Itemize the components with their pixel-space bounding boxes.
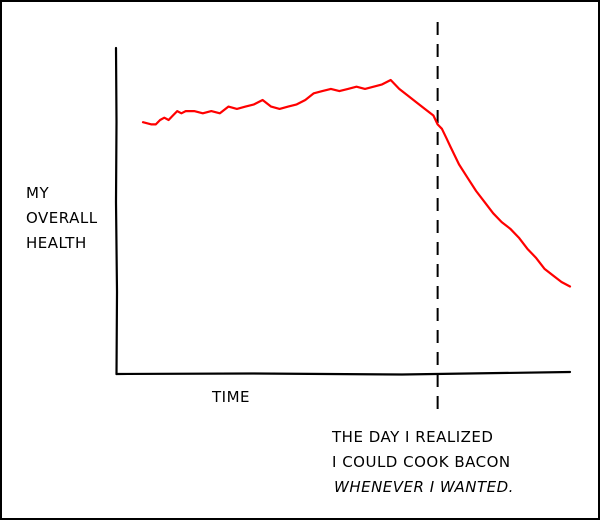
- y-label-line-3: HEALTH: [26, 234, 87, 252]
- annotation-line-3: WHENEVER I WANTED.: [334, 478, 514, 496]
- health-series-line: [141, 78, 572, 288]
- y-axis-label: MY OVERALL HEALTH: [26, 184, 103, 252]
- annotation-line-2: I COULD COOK BACON: [332, 453, 511, 471]
- y-label-line-1: MY: [26, 184, 49, 202]
- y-axis: [114, 46, 119, 376]
- annotation-line-1: THE DAY I REALIZED: [331, 428, 493, 446]
- y-label-line-2: OVERALL: [26, 209, 98, 227]
- x-axis-label: TIME: [211, 388, 250, 406]
- x-axis: [115, 370, 572, 376]
